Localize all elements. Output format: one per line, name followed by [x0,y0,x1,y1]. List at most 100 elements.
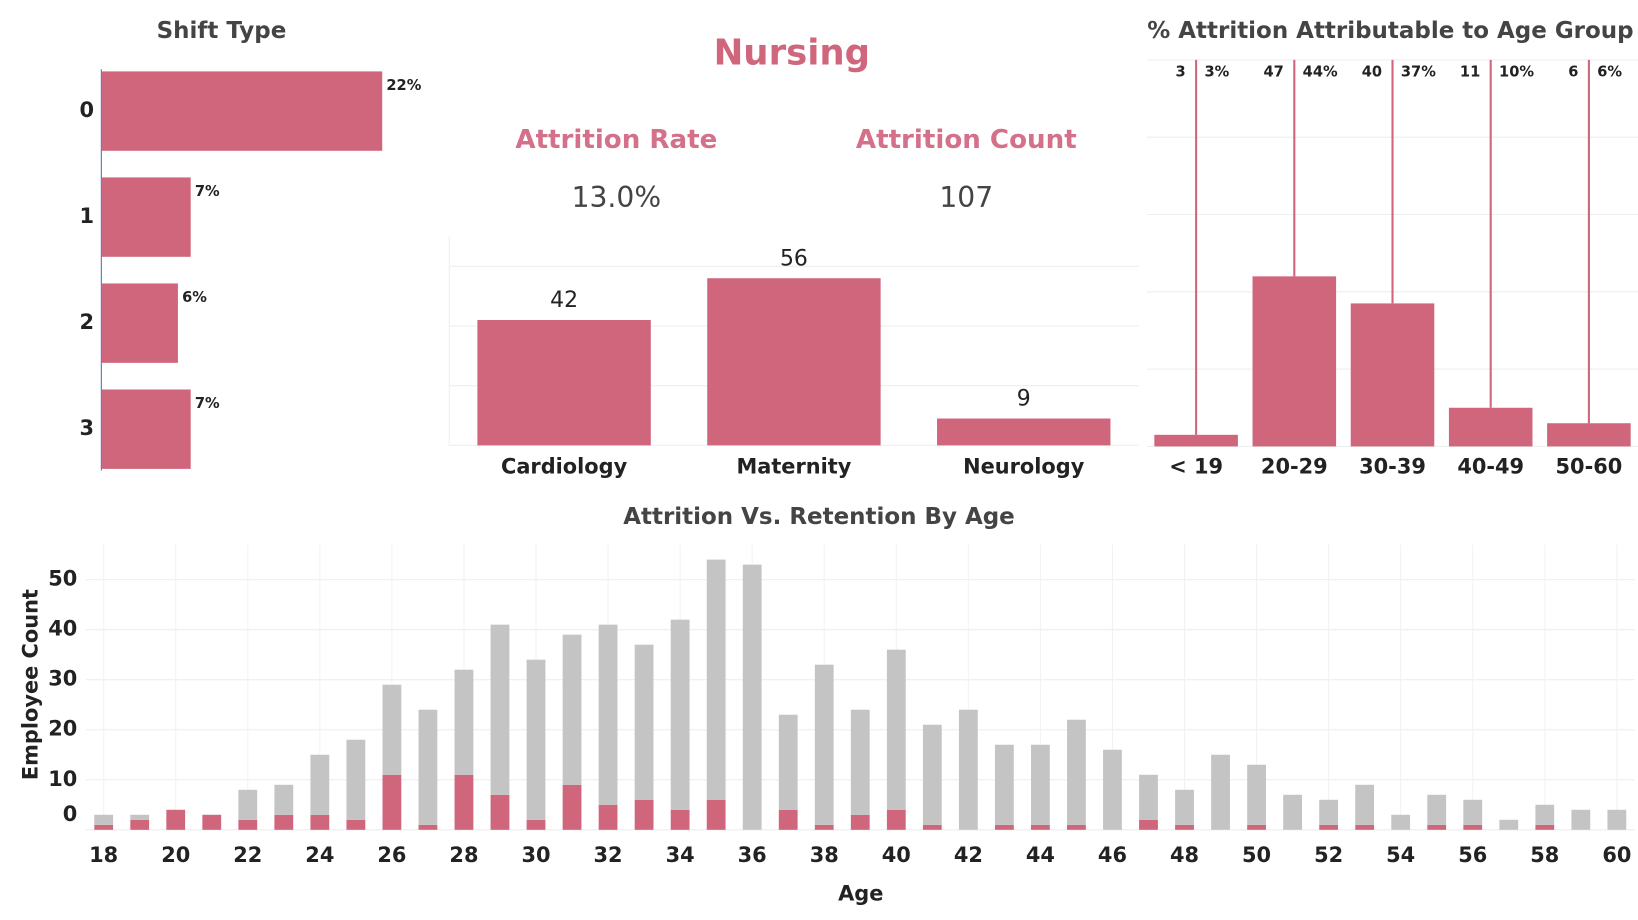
x-tick-label: 58 [1530,843,1559,867]
bar [101,389,191,469]
value-label: 56 [780,246,808,271]
bar-segment [778,809,798,830]
bar-segment [1535,804,1555,825]
value-label: 42 [550,288,578,313]
x-axis-label: Age [838,882,883,906]
bar-segment [1607,809,1627,830]
bar-segment [202,814,222,830]
x-tick-label: < 19 [1169,454,1223,478]
bar-segment [850,814,870,830]
y-tick-label: 20 [48,717,77,741]
bar-segment [310,814,330,830]
bar-segment [850,709,870,815]
value-label: 7% [195,395,220,412]
bar-segment [778,714,798,810]
x-tick-label: 50-60 [1556,454,1623,478]
chart-title: Attrition Vs. Retention By Age [623,504,1015,530]
bar-segment [1571,809,1591,830]
bar [1547,423,1631,447]
bar [1154,434,1238,447]
bar-segment [562,634,582,785]
x-tick-label: 20-29 [1261,454,1328,478]
bar-segment [670,809,690,830]
bar-segment [1283,794,1303,830]
bar [707,278,881,446]
bar-segment [706,799,726,830]
bar-segment [742,564,762,830]
y-tick-label: 2 [79,310,94,334]
kpi-label: Attrition Count [856,125,1077,155]
bar-segment [454,669,474,775]
x-tick-label: 48 [1170,843,1199,867]
bar-segment [1247,824,1266,830]
value-label: 6% [1597,63,1622,80]
bar-segment [1175,824,1194,830]
x-tick-label: 40-49 [1457,454,1524,478]
x-tick-label: 34 [666,843,695,867]
y-tick-label: 40 [48,617,77,641]
bar [101,283,178,363]
bar-segment [886,649,906,810]
x-tick-label: 50 [1242,843,1271,867]
bar-segment [958,709,978,830]
bar-segment [1067,719,1086,825]
bar-segment [1211,754,1230,830]
x-tick-label: Neurology [963,454,1085,478]
bar-segment [1427,794,1447,825]
bar-segment [274,784,294,815]
bar-segment [166,809,186,830]
y-tick-label: 50 [48,567,77,591]
x-tick-label: 22 [233,843,262,867]
bar [1350,303,1435,447]
x-tick-label: 56 [1458,843,1487,867]
bar-segment [886,809,906,830]
value-label: 3% [1204,63,1229,80]
value-label: 6% [182,289,207,306]
x-tick-label: Maternity [736,454,851,478]
x-tick-label: 36 [738,843,767,867]
bar-segment [634,644,654,800]
y-tick-label: 3 [79,416,94,440]
count-label: 3 [1175,63,1185,80]
dashboard-title: Nursing [714,33,870,74]
bar-segment [1139,774,1158,820]
count-label: 40 [1362,63,1382,80]
x-tick-label: 54 [1386,843,1415,867]
kpi-label: Attrition Rate [515,125,717,155]
bar-segment [1067,824,1086,830]
bar-segment [562,784,582,830]
y-tick-label: 30 [48,667,77,691]
bar-segment [1031,824,1050,830]
x-tick-label: 32 [594,843,623,867]
count-label: 11 [1460,63,1480,80]
bar-segment [1247,764,1266,825]
bar-segment [634,799,654,830]
bar [101,177,191,257]
x-tick-label: 52 [1314,843,1343,867]
bar-segment [922,724,942,825]
bar-segment [598,624,618,805]
bar-segment [1319,824,1339,830]
bar-segment [1139,819,1158,830]
bar-segment [526,819,546,830]
x-tick-label: 38 [810,843,839,867]
bar-segment [238,819,258,830]
bar-segment [418,824,438,830]
bar-segment [1031,744,1050,825]
y-tick-label: 0 [79,98,94,122]
x-tick-label: 28 [449,843,478,867]
x-tick-label: Cardiology [501,454,628,478]
chart-title: Shift Type [157,18,287,44]
bar-segment [1463,824,1483,830]
bar-segment [382,774,402,830]
x-tick-label: 44 [1026,843,1055,867]
x-tick-label: 18 [89,843,118,867]
bar-segment [994,744,1014,825]
y-tick-label: 10 [48,767,77,791]
x-tick-label: 26 [377,843,406,867]
bar-segment [418,709,438,825]
bar-segment [490,624,510,795]
bar [1252,276,1337,447]
bar-segment [1319,799,1339,825]
